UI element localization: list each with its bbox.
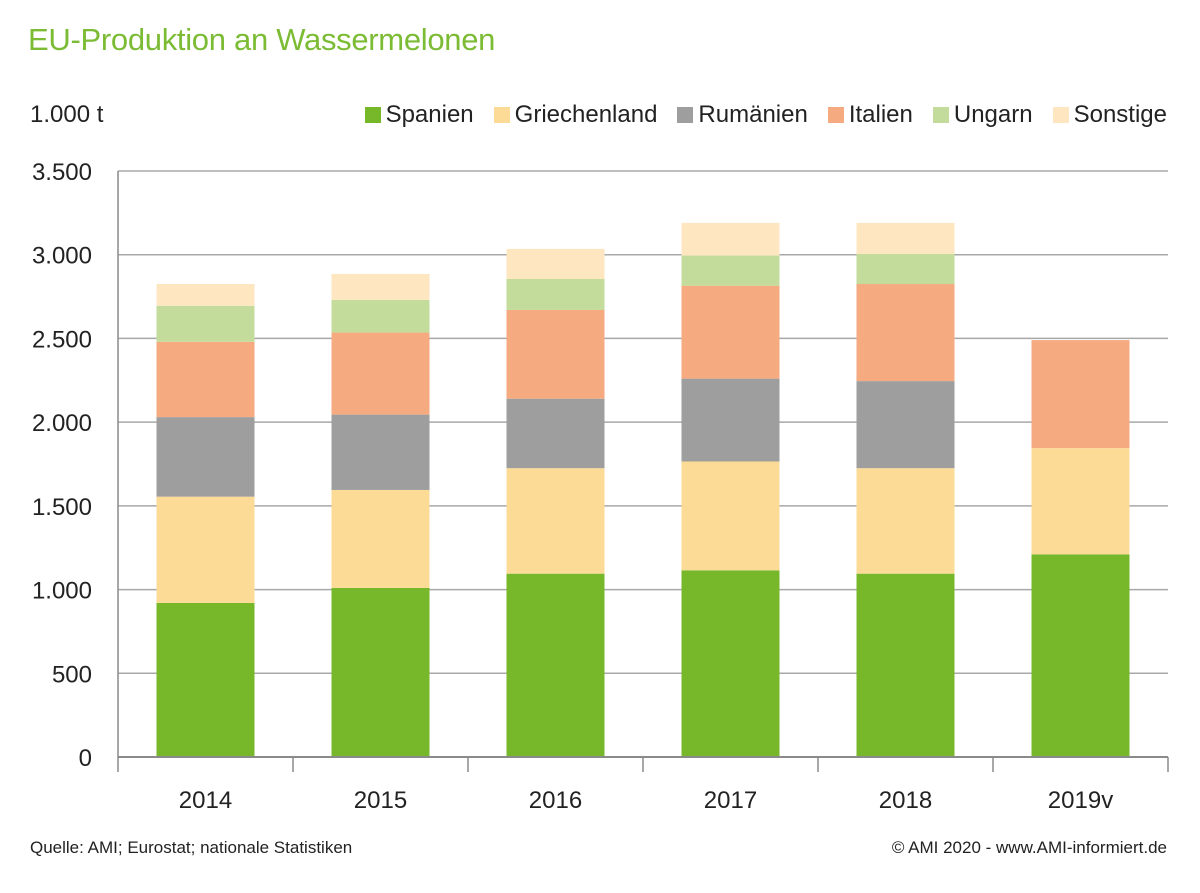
bar-segment xyxy=(156,602,255,757)
bar-segment xyxy=(156,341,255,418)
legend-item-italien: Italien xyxy=(827,101,913,129)
legend-item-griechenland: Griechenland xyxy=(493,101,658,129)
bar-segment xyxy=(331,299,430,333)
bar-segment xyxy=(156,496,255,603)
bar-segment xyxy=(156,417,255,497)
x-tick-label: 2018 xyxy=(879,787,932,814)
x-tick-label: 2017 xyxy=(704,787,757,814)
y-axis-unit-label: 1.000 t xyxy=(30,101,104,128)
bar-segment xyxy=(681,378,780,462)
bar-segment xyxy=(681,285,780,379)
bar-segment xyxy=(681,222,780,256)
bar-segment xyxy=(156,305,255,342)
y-tick-label: 2.000 xyxy=(32,410,92,437)
footer-source: Quelle: AMI; Eurostat; nationale Statist… xyxy=(30,838,353,857)
legend-swatch xyxy=(827,107,844,123)
chart-title: EU-Produktion an Wassermelonen xyxy=(28,22,496,57)
legend-swatch xyxy=(364,107,381,123)
legend-label: Ungarn xyxy=(953,101,1033,128)
bar-segment xyxy=(156,284,255,306)
legend-label: Sonstige xyxy=(1073,101,1167,128)
bar-segment xyxy=(856,284,955,382)
bar-segment xyxy=(1031,554,1130,757)
bar-segment xyxy=(681,461,780,571)
x-tick-label: 2015 xyxy=(354,787,407,814)
x-tick-label: 2016 xyxy=(529,787,582,814)
legend-label: Spanien xyxy=(385,101,474,128)
bar-segment xyxy=(506,248,605,279)
legend-label: Griechenland xyxy=(514,101,658,128)
legend-item-ungarn: Ungarn xyxy=(932,101,1033,129)
bar-segment xyxy=(506,573,605,757)
y-tick-label: 3.000 xyxy=(32,243,92,270)
legend-swatch xyxy=(493,107,510,123)
bar-segment xyxy=(1031,448,1130,555)
legend-swatch xyxy=(932,107,949,123)
bar-segment xyxy=(681,570,780,757)
x-tick-label: 2019v xyxy=(1048,787,1113,814)
bar-segment xyxy=(856,253,955,285)
bar-segment xyxy=(506,278,605,310)
bar-segment xyxy=(331,273,430,300)
legend-item-sonstige: Sonstige xyxy=(1052,101,1167,129)
bar-segment xyxy=(856,222,955,254)
legend-label: Italien xyxy=(848,101,913,128)
bar-segment xyxy=(856,573,955,757)
legend-item-spanien: Spanien xyxy=(364,101,474,129)
legend-label: Rumänien xyxy=(698,101,808,128)
bar-segment xyxy=(506,398,605,469)
bar-segment xyxy=(856,468,955,574)
y-tick-label: 1.000 xyxy=(32,578,92,605)
bar-segment xyxy=(331,332,430,415)
bar-segment xyxy=(1031,340,1130,449)
y-tick-label: 500 xyxy=(52,661,92,688)
footer-copyright: © AMI 2020 - www.AMI-informiert.de xyxy=(891,838,1167,857)
legend: Spanien Griechenland Rumänien Italien Un… xyxy=(345,101,1167,129)
legend-swatch xyxy=(1052,107,1069,123)
y-tick-label: 0 xyxy=(79,745,92,772)
y-tick-label: 1.500 xyxy=(32,494,92,521)
bar-segment xyxy=(506,309,605,399)
legend-item-rumaenien: Rumänien xyxy=(677,101,808,129)
y-tick-label: 3.500 xyxy=(32,159,92,186)
y-tick-label: 2.500 xyxy=(32,326,92,353)
bar-segment xyxy=(681,255,780,286)
bar-segment xyxy=(856,381,955,469)
bar-segment xyxy=(331,414,430,490)
bar-segment xyxy=(506,468,605,574)
legend-swatch xyxy=(677,107,694,123)
bar-segment xyxy=(331,587,430,757)
bar-segment xyxy=(331,489,430,588)
x-tick-label: 2014 xyxy=(179,787,232,814)
